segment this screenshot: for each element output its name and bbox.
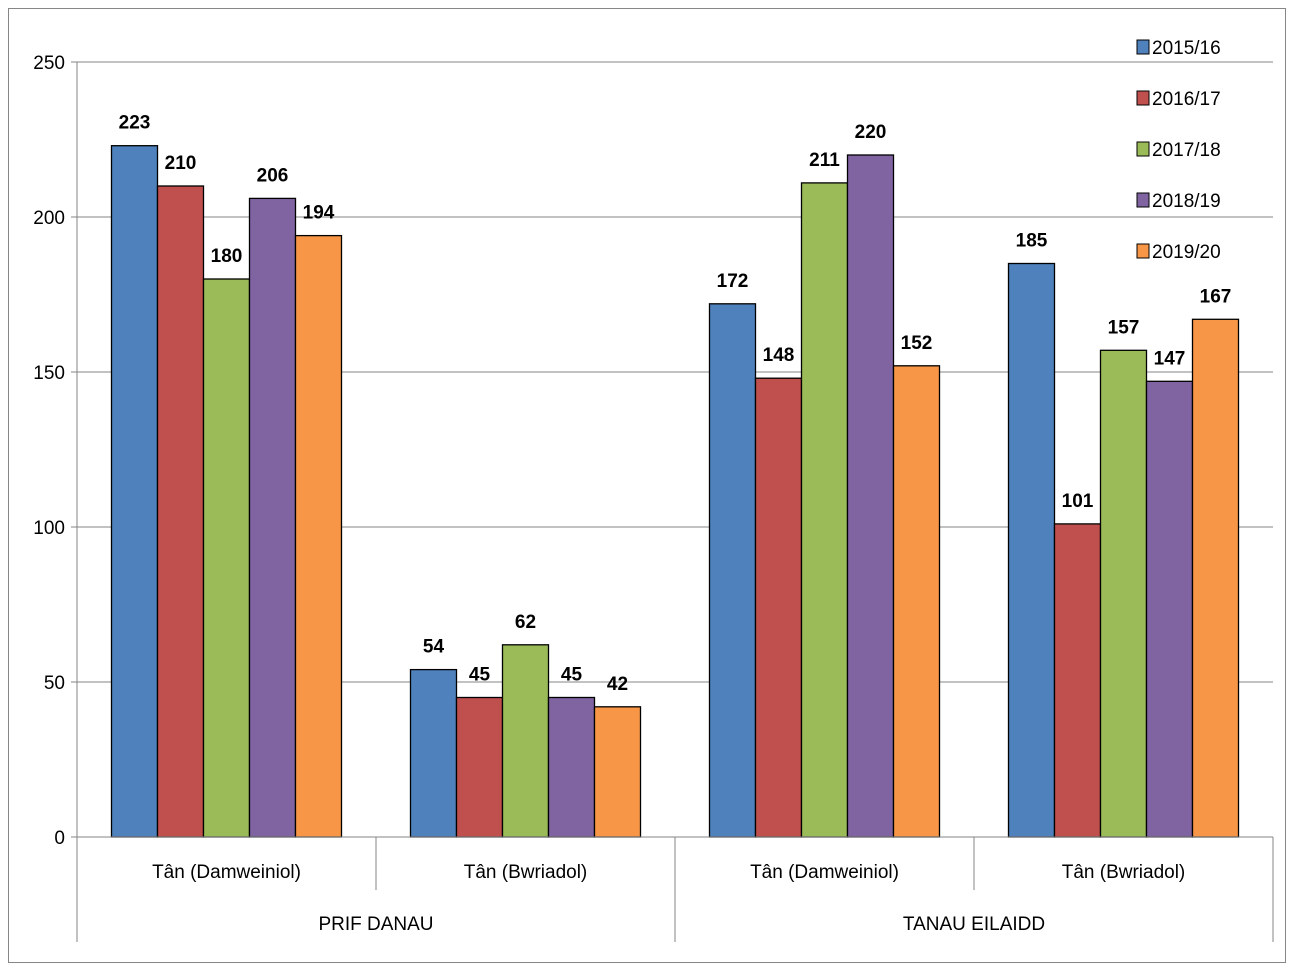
legend-swatch	[1136, 39, 1150, 55]
data-label: 101	[1062, 491, 1094, 512]
legend-label: 2018/19	[1152, 191, 1221, 212]
y-tick-label: 200	[33, 208, 65, 229]
x-group-label: TANAU EILAIDD	[903, 914, 1045, 935]
bar	[1145, 380, 1194, 838]
bar	[156, 185, 205, 838]
bar	[455, 696, 504, 838]
legend: 2015/16 2016/17 2017/18 2018/19 2019/20	[1136, 38, 1221, 263]
x-category-label: Tân (Bwriadol)	[464, 862, 588, 883]
y-tick-label: 150	[33, 363, 65, 384]
legend-swatch	[1136, 141, 1150, 157]
bar	[892, 365, 941, 838]
legend-label: 2016/17	[1152, 89, 1221, 110]
data-label: 42	[607, 674, 628, 695]
bar	[202, 278, 251, 838]
data-label: 148	[763, 345, 795, 366]
bar	[593, 706, 642, 838]
data-label: 172	[717, 271, 749, 292]
bar	[501, 644, 550, 838]
bar	[1191, 318, 1240, 838]
axes: 0 50 100 150 200 250 Tân (Damweiniol) Tân (Bwri…	[33, 53, 1274, 942]
bar	[800, 182, 849, 838]
data-label: 157	[1108, 317, 1140, 338]
bar	[294, 234, 343, 838]
data-label: 194	[303, 203, 335, 224]
bar	[708, 303, 757, 838]
data-label: 206	[257, 165, 289, 186]
bar	[846, 154, 895, 838]
y-tick-label: 250	[33, 53, 65, 74]
legend-label: 2017/18	[1152, 140, 1221, 161]
legend-label: 2019/20	[1152, 242, 1221, 263]
x-category-label: Tân (Damweiniol)	[152, 862, 301, 883]
bar	[1099, 349, 1148, 838]
data-label: 167	[1200, 286, 1232, 307]
bar	[248, 197, 297, 838]
data-label: 152	[901, 333, 933, 354]
data-label: 211	[809, 150, 840, 171]
bar	[409, 668, 458, 838]
bar	[110, 145, 159, 838]
data-label: 180	[211, 246, 243, 267]
data-label: 45	[469, 665, 491, 686]
x-category-label: Tân (Bwriadol)	[1062, 862, 1186, 883]
data-label: 147	[1154, 348, 1186, 369]
data-label: 62	[515, 612, 536, 633]
legend-swatch	[1136, 192, 1150, 208]
legend-label: 2015/16	[1152, 38, 1221, 59]
bar	[1053, 523, 1102, 838]
legend-swatch	[1136, 90, 1150, 106]
bar	[1007, 262, 1056, 838]
x-category-label: Tân (Damweiniol)	[750, 862, 899, 883]
data-label: 220	[855, 122, 887, 143]
data-label: 223	[119, 113, 151, 134]
x-group-label: PRIF DANAU	[318, 914, 433, 935]
data-label: 185	[1016, 231, 1048, 252]
bars	[110, 145, 1240, 838]
data-label: 45	[561, 665, 583, 686]
bar	[754, 377, 803, 838]
data-label: 210	[165, 153, 197, 174]
y-tick-label: 50	[44, 673, 65, 694]
bar	[547, 696, 596, 838]
y-tick-label: 100	[33, 518, 65, 539]
data-label: 54	[423, 637, 445, 658]
data-labels: 223 54 172 185 210 45 148 101 180 62 211 157 206 45 22…	[119, 113, 1232, 695]
y-tick-label: 0	[54, 828, 65, 849]
legend-swatch	[1136, 243, 1150, 259]
